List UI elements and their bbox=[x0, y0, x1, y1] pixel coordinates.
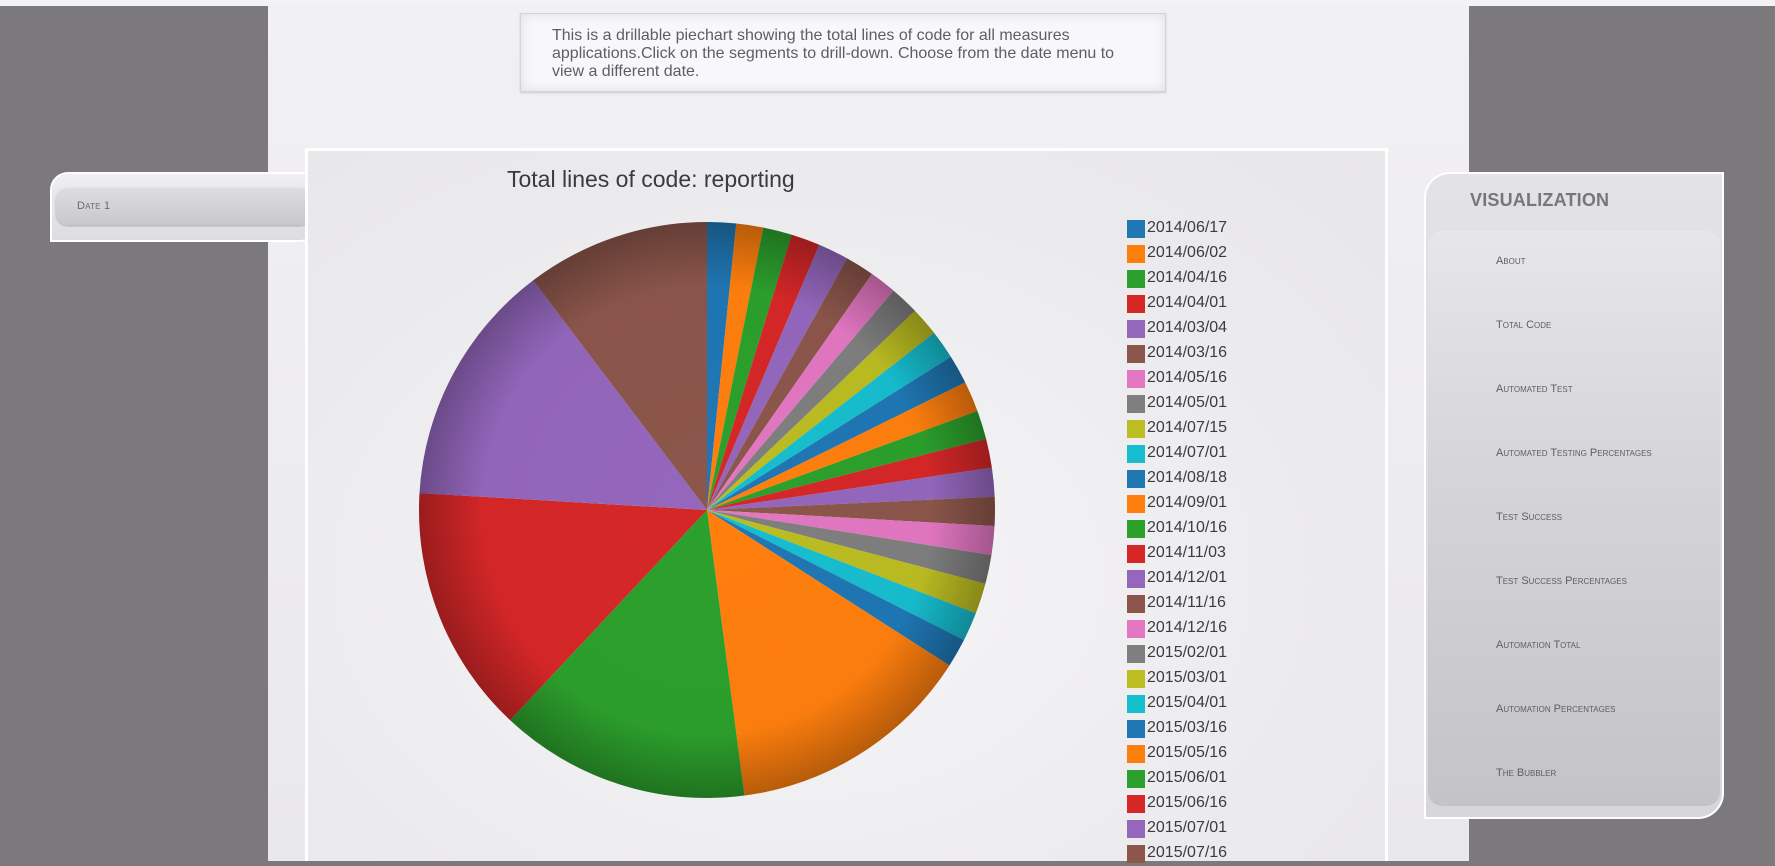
legend-label: 2014/11/16 bbox=[1147, 594, 1226, 611]
legend-label: 2014/03/16 bbox=[1147, 344, 1228, 361]
menu-item-test-success[interactable]: Test Success bbox=[1496, 511, 1563, 523]
legend-label: 2015/02/01 bbox=[1147, 644, 1228, 661]
menu-item-automated-test[interactable]: Automated Test bbox=[1496, 383, 1573, 395]
legend-swatch bbox=[1127, 570, 1145, 588]
legend-swatch bbox=[1127, 445, 1145, 463]
legend-label: 2015/06/16 bbox=[1147, 794, 1228, 811]
legend-label: 2014/12/16 bbox=[1147, 619, 1228, 636]
legend-swatch bbox=[1127, 545, 1145, 563]
legend-label: 2014/07/15 bbox=[1147, 419, 1228, 436]
legend-swatch bbox=[1127, 620, 1145, 638]
legend-label: 2014/12/01 bbox=[1147, 569, 1228, 586]
legend-swatch bbox=[1127, 795, 1145, 813]
legend-swatch bbox=[1127, 670, 1145, 688]
date-button[interactable]: Date 1 bbox=[56, 188, 312, 225]
legend-label: 2015/06/01 bbox=[1147, 769, 1228, 786]
description-box: This is a drillable piechart showing the… bbox=[520, 13, 1166, 92]
legend-label: 2014/05/01 bbox=[1147, 394, 1228, 411]
menu-item-automation-percentages[interactable]: Automation Percentages bbox=[1496, 703, 1616, 715]
legend-swatch bbox=[1127, 220, 1145, 238]
legend-label: 2014/11/03 bbox=[1147, 544, 1226, 561]
legend-label: 2014/04/16 bbox=[1147, 269, 1228, 286]
date-button-label: Date 1 bbox=[77, 200, 111, 212]
legend-swatch bbox=[1127, 245, 1145, 263]
legend-label: 2015/04/01 bbox=[1147, 694, 1228, 711]
top-strip bbox=[0, 0, 1775, 6]
legend-label: 2015/05/16 bbox=[1147, 744, 1228, 761]
legend-label: 2014/06/02 bbox=[1147, 244, 1228, 261]
legend-swatch bbox=[1127, 645, 1145, 663]
menu-item-automation-total[interactable]: Automation Total bbox=[1496, 639, 1581, 651]
menu-item-automated-testing-percentages[interactable]: Automated Testing Percentages bbox=[1496, 447, 1652, 459]
legend-label: 2014/03/04 bbox=[1147, 319, 1228, 336]
description-text: This is a drillable piechart showing the… bbox=[552, 27, 1115, 80]
legend-label: 2014/10/16 bbox=[1147, 519, 1228, 536]
menu-item-about[interactable]: About bbox=[1496, 255, 1526, 267]
legend-swatch bbox=[1127, 495, 1145, 513]
legend-label: 2014/06/17 bbox=[1147, 219, 1228, 236]
legend-swatch bbox=[1127, 320, 1145, 338]
legend-swatch bbox=[1127, 395, 1145, 413]
legend-swatch bbox=[1127, 820, 1145, 838]
visualization-menu bbox=[1428, 231, 1720, 806]
legend-swatch bbox=[1127, 345, 1145, 363]
menu-item-total-code[interactable]: Total Code bbox=[1496, 319, 1552, 331]
legend-label: 2015/07/01 bbox=[1147, 819, 1228, 836]
legend-label: 2015/07/16 bbox=[1147, 844, 1228, 861]
legend-swatch bbox=[1127, 745, 1145, 763]
legend-swatch bbox=[1127, 370, 1145, 388]
legend-swatch bbox=[1127, 770, 1145, 788]
legend-swatch bbox=[1127, 720, 1145, 738]
legend-swatch bbox=[1127, 695, 1145, 713]
menu-item-the-bubbler[interactable]: The Bubbler bbox=[1496, 767, 1557, 779]
menu-item-test-success-percentages[interactable]: Test Success Percentages bbox=[1496, 575, 1627, 587]
legend-label: 2014/09/01 bbox=[1147, 494, 1228, 511]
legend-label: 2014/04/01 bbox=[1147, 294, 1228, 311]
visualization-title: VISUALIZATION bbox=[1470, 190, 1610, 210]
legend-swatch bbox=[1127, 845, 1145, 863]
legend-label: 2015/03/01 bbox=[1147, 669, 1228, 686]
legend-label: 2014/08/18 bbox=[1147, 469, 1228, 486]
legend-swatch bbox=[1127, 270, 1145, 288]
legend-label: 2015/03/16 bbox=[1147, 719, 1228, 736]
legend-swatch bbox=[1127, 295, 1145, 313]
legend-swatch bbox=[1127, 595, 1145, 613]
legend-swatch bbox=[1127, 520, 1145, 538]
legend-label: 2014/07/01 bbox=[1147, 444, 1228, 461]
legend-swatch bbox=[1127, 470, 1145, 488]
legend-label: 2014/05/16 bbox=[1147, 369, 1228, 386]
chart-title: Total lines of code: reporting bbox=[507, 166, 795, 192]
legend-swatch bbox=[1127, 420, 1145, 438]
